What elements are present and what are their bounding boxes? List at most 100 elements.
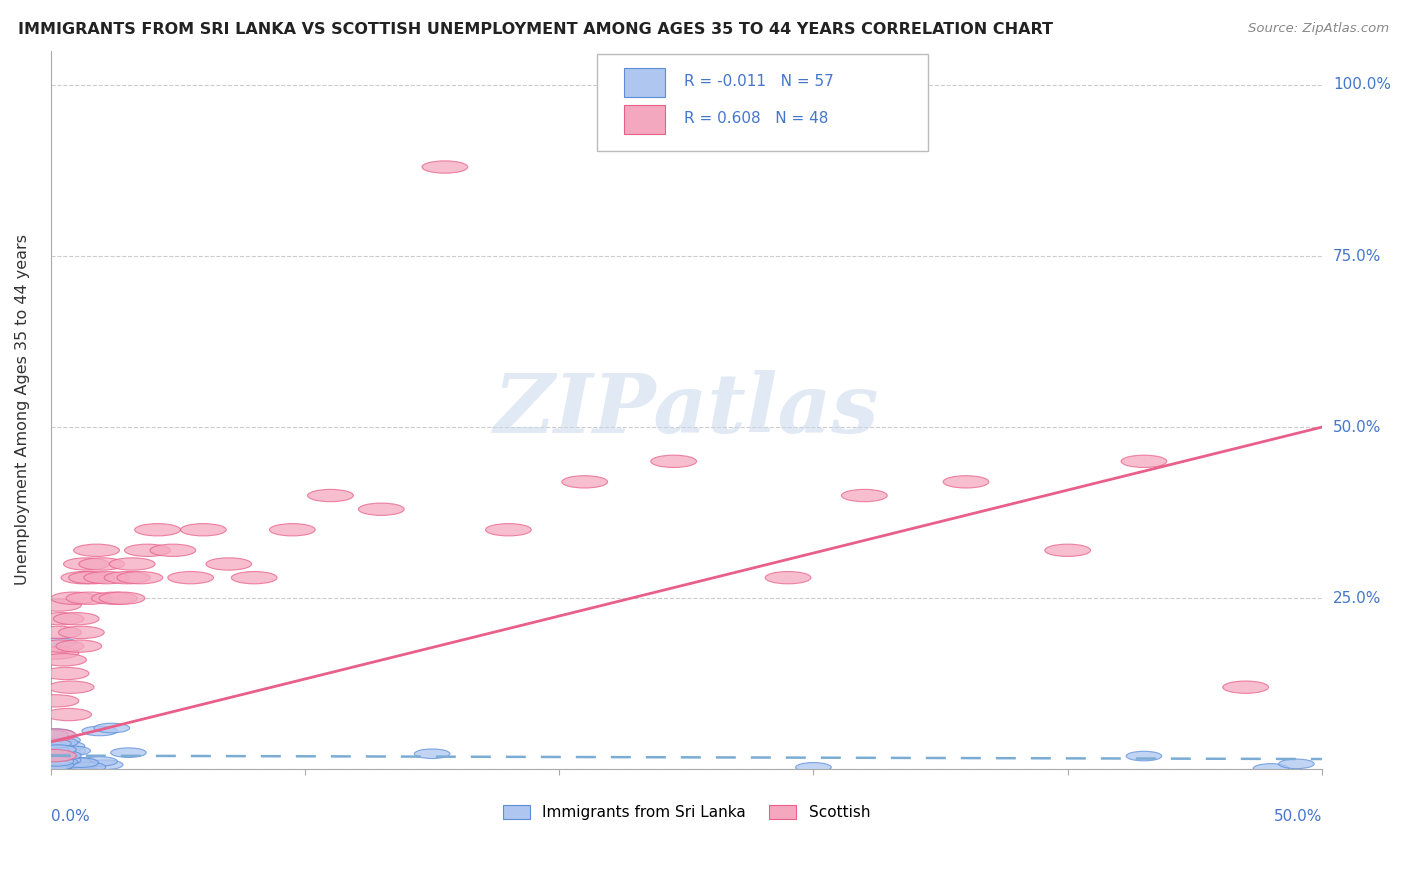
Circle shape (55, 756, 91, 766)
Circle shape (56, 764, 91, 774)
Circle shape (49, 757, 84, 767)
Circle shape (1126, 751, 1161, 761)
Circle shape (180, 524, 226, 536)
Circle shape (38, 750, 73, 760)
Circle shape (1045, 544, 1091, 557)
Circle shape (100, 592, 145, 605)
Circle shape (32, 647, 79, 659)
Text: R = 0.608   N = 48: R = 0.608 N = 48 (683, 112, 828, 127)
Circle shape (46, 747, 82, 757)
Circle shape (111, 747, 146, 757)
Circle shape (48, 763, 84, 772)
Circle shape (841, 490, 887, 501)
Circle shape (66, 764, 101, 772)
Circle shape (41, 638, 76, 648)
Circle shape (48, 681, 94, 693)
Circle shape (52, 761, 87, 771)
Circle shape (42, 738, 79, 747)
Circle shape (104, 572, 150, 584)
Circle shape (37, 742, 72, 751)
Circle shape (87, 760, 124, 770)
Text: IMMIGRANTS FROM SRI LANKA VS SCOTTISH UNEMPLOYMENT AMONG AGES 35 TO 44 YEARS COR: IMMIGRANTS FROM SRI LANKA VS SCOTTISH UN… (18, 22, 1053, 37)
FancyBboxPatch shape (624, 105, 665, 134)
Circle shape (48, 757, 83, 767)
Circle shape (94, 723, 129, 733)
Circle shape (117, 572, 163, 584)
Circle shape (73, 544, 120, 557)
Circle shape (45, 764, 82, 773)
Circle shape (1223, 681, 1268, 693)
Text: 50.0%: 50.0% (1274, 809, 1322, 824)
Circle shape (422, 161, 468, 173)
Text: 100.0%: 100.0% (1333, 78, 1391, 93)
Circle shape (35, 626, 82, 639)
Circle shape (205, 558, 252, 570)
Text: Source: ZipAtlas.com: Source: ZipAtlas.com (1249, 22, 1389, 36)
Text: 25.0%: 25.0% (1333, 591, 1381, 606)
Circle shape (34, 754, 69, 763)
Circle shape (39, 750, 76, 759)
Circle shape (150, 544, 195, 557)
Circle shape (60, 572, 107, 584)
Text: 50.0%: 50.0% (1333, 419, 1381, 434)
Circle shape (42, 757, 77, 766)
Circle shape (1278, 759, 1315, 769)
Circle shape (32, 730, 69, 739)
Circle shape (232, 572, 277, 584)
Circle shape (45, 735, 80, 745)
Circle shape (82, 726, 118, 736)
Circle shape (63, 558, 110, 570)
Circle shape (46, 760, 82, 769)
Circle shape (45, 751, 82, 760)
Circle shape (38, 640, 84, 652)
Circle shape (66, 592, 112, 605)
Circle shape (51, 746, 86, 756)
Circle shape (82, 756, 118, 766)
Circle shape (38, 756, 73, 766)
Circle shape (35, 752, 70, 762)
Circle shape (35, 599, 82, 611)
Circle shape (38, 756, 73, 766)
Circle shape (84, 572, 129, 584)
Circle shape (796, 763, 831, 772)
Circle shape (63, 758, 100, 767)
Circle shape (48, 758, 83, 767)
Y-axis label: Unemployment Among Ages 35 to 44 years: Unemployment Among Ages 35 to 44 years (15, 235, 30, 585)
Circle shape (38, 729, 75, 739)
Circle shape (51, 592, 97, 605)
Circle shape (39, 745, 75, 755)
Circle shape (135, 524, 180, 536)
Circle shape (35, 739, 72, 748)
FancyBboxPatch shape (624, 68, 665, 96)
Circle shape (63, 758, 98, 767)
Circle shape (42, 759, 79, 769)
Text: 75.0%: 75.0% (1333, 249, 1381, 263)
Circle shape (38, 761, 73, 770)
Circle shape (485, 524, 531, 536)
Circle shape (41, 654, 86, 666)
Circle shape (59, 762, 94, 772)
Circle shape (38, 613, 84, 625)
Circle shape (943, 475, 988, 488)
Circle shape (39, 756, 75, 765)
Circle shape (562, 475, 607, 488)
Circle shape (69, 572, 114, 584)
Circle shape (765, 572, 811, 584)
Text: 0.0%: 0.0% (51, 809, 90, 824)
Circle shape (56, 640, 101, 652)
Circle shape (32, 745, 69, 755)
Circle shape (62, 760, 97, 770)
Circle shape (46, 708, 91, 721)
Circle shape (415, 749, 450, 758)
Circle shape (44, 667, 89, 680)
Circle shape (32, 695, 79, 707)
Circle shape (41, 745, 76, 755)
Circle shape (46, 763, 83, 772)
Circle shape (59, 626, 104, 639)
Circle shape (34, 756, 70, 765)
Circle shape (308, 490, 353, 501)
Circle shape (42, 749, 79, 759)
Circle shape (55, 746, 90, 756)
Circle shape (110, 558, 155, 570)
Text: R = -0.011   N = 57: R = -0.011 N = 57 (683, 74, 834, 89)
